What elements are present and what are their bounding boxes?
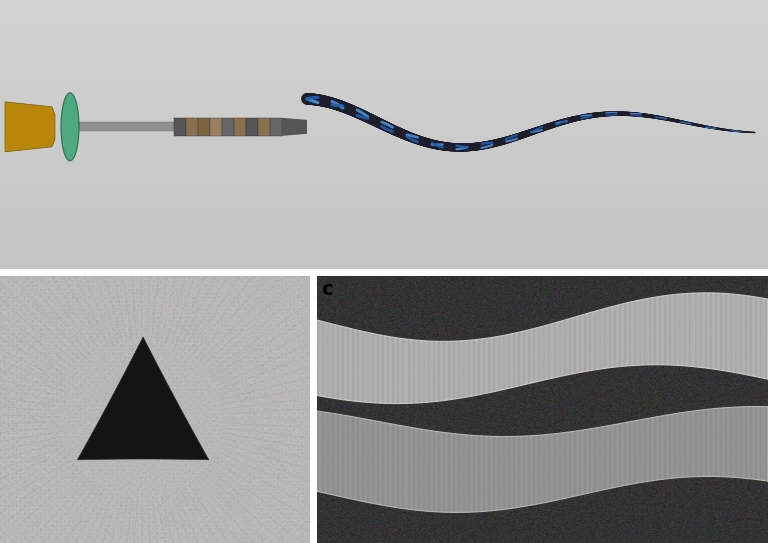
Polygon shape (315, 407, 768, 513)
Bar (186, 118, 198, 136)
Bar (198, 118, 210, 136)
Bar (270, 118, 282, 136)
Bar (79, 122, 174, 131)
Ellipse shape (61, 93, 79, 161)
Polygon shape (5, 102, 55, 152)
Bar (210, 118, 222, 136)
Bar (222, 118, 234, 136)
Polygon shape (282, 118, 307, 136)
Polygon shape (78, 337, 209, 460)
Bar (246, 118, 258, 136)
Polygon shape (315, 293, 768, 403)
Bar (174, 118, 186, 136)
Bar (234, 118, 246, 136)
Bar (258, 118, 270, 136)
Text: c: c (321, 280, 333, 299)
